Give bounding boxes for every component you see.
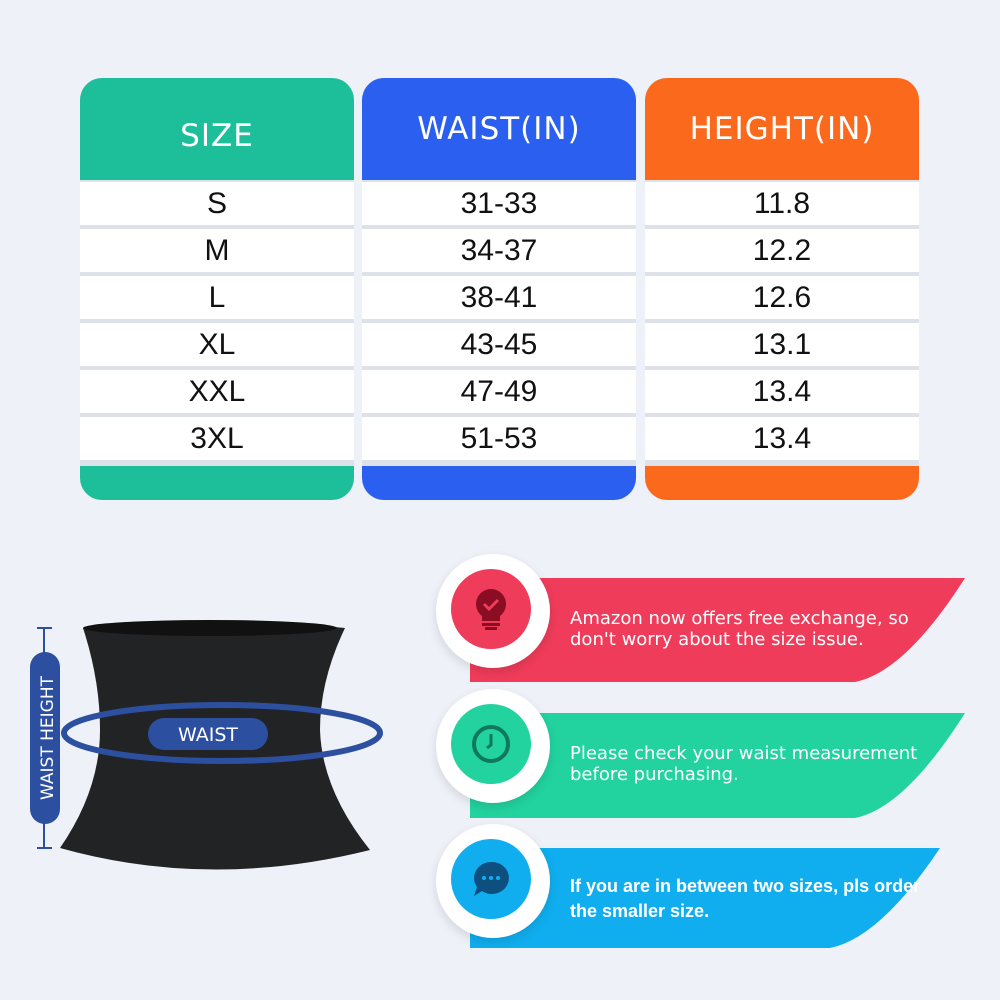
tip-icon-badge (436, 689, 550, 803)
waist-label: WAIST (178, 724, 238, 746)
waist-trainer-diagram: WAIST WAIST HEIGHT (30, 620, 383, 870)
chat-bubble-icon (451, 839, 531, 919)
table-cell: 12.6 (645, 276, 919, 319)
table-cell: 13.4 (645, 370, 919, 413)
table-cell: 38-41 (362, 276, 636, 319)
waist-height-label: WAIST HEIGHT (38, 675, 58, 800)
table-cell: 11.8 (645, 182, 919, 225)
table-cell: 43-45 (362, 323, 636, 366)
table-cell: 12.2 (645, 229, 919, 272)
size-column: SIZE S M L XL XXL 3XL (80, 78, 354, 500)
tip-text: Amazon now offers free exchange, so don'… (570, 608, 909, 650)
waist-column: WAIST(IN) 31-33 34-37 38-41 43-45 47-49 51-53 (362, 78, 636, 500)
tip-icon-badge (436, 824, 550, 938)
table-cell: 13.1 (645, 323, 919, 366)
table-cell: S (80, 182, 354, 225)
table-cell: XXL (80, 370, 354, 413)
column-header: HEIGHT(IN) (689, 111, 875, 147)
table-cell: 51-53 (362, 417, 636, 460)
table-cell: 31-33 (362, 182, 636, 225)
column-header: SIZE (180, 118, 254, 154)
table-cell: M (80, 229, 354, 272)
table-cell: 34-37 (362, 229, 636, 272)
column-header: WAIST(IN) (417, 111, 581, 147)
table-cell: 47-49 (362, 370, 636, 413)
tip-icon-badge (436, 554, 550, 668)
waist-ring (61, 702, 383, 764)
tip-text: Please check your waist measurement befo… (570, 743, 918, 785)
lightbulb-check-icon (451, 569, 531, 649)
table-cell: XL (80, 323, 354, 366)
table-cell: 13.4 (645, 417, 919, 460)
tip-text: If you are in between two sizes, pls ord… (570, 876, 921, 921)
table-cell: 3XL (80, 417, 354, 460)
clock-icon (451, 704, 531, 784)
height-column: HEIGHT(IN) 11.8 12.2 12.6 13.1 13.4 13.4 (645, 78, 919, 500)
table-cell: L (80, 276, 354, 319)
